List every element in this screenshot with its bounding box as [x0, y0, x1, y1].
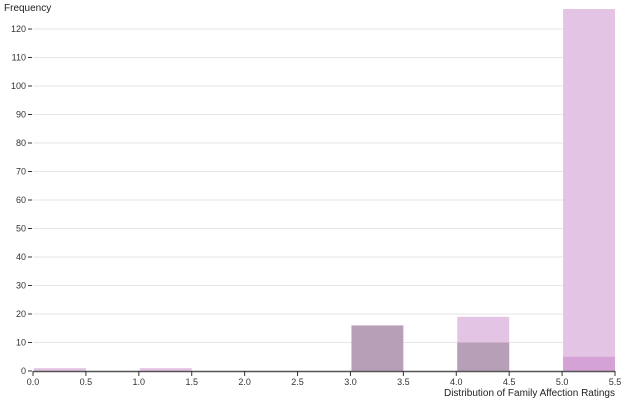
x-tick-label: 2.0: [238, 377, 251, 387]
y-tick-label: 70: [16, 167, 26, 177]
x-tick-label: 5.5: [609, 377, 622, 387]
x-tick-label: 3.5: [397, 377, 410, 387]
y-tick-label: 60: [16, 195, 26, 205]
x-tick-label: 1.5: [185, 377, 198, 387]
gridlines: [33, 28, 615, 343]
x-axis-label: Distribution of Family Affection Ratings: [444, 388, 615, 399]
histogram-bar: [563, 9, 615, 372]
x-tick-label: 0.0: [27, 377, 40, 387]
x-tick-label: 5.0: [556, 377, 569, 387]
x-tick-label: 3.0: [344, 377, 357, 387]
y-tick-label: 40: [16, 252, 26, 262]
y-tick-label: 100: [11, 81, 26, 91]
y-axis-label: Frequency: [4, 3, 51, 14]
histogram-bar: [457, 342, 510, 371]
x-tick-label: 2.5: [291, 377, 304, 387]
histogram-bar: [351, 325, 404, 371]
y-tick-label: 120: [11, 24, 26, 34]
y-tick-label: 110: [12, 53, 26, 63]
x-axis: 0.0 0.5 1.0 1.5 2.0 2.5 3.0 3.5 4.0 4.5 5.0 5.5: [27, 370, 622, 387]
x-tick-label: 4.5: [503, 377, 516, 387]
histogram-bar: [34, 368, 86, 371]
y-tick-label: 80: [16, 138, 26, 148]
y-tick-label: 20: [16, 309, 26, 319]
y-tick-label: 50: [16, 224, 26, 234]
bars: [34, 9, 615, 372]
histogram-bar: [563, 356, 615, 371]
y-tick-label: 30: [16, 281, 26, 291]
x-tick-label: 0.5: [80, 377, 93, 387]
x-tick-label: 1.0: [133, 377, 146, 387]
x-tick-label: 4.0: [450, 377, 463, 387]
y-axis: 0 10 20 30 40 50 60 70 80 90 100 110 120: [11, 24, 32, 376]
y-tick-label: 0: [21, 366, 26, 376]
y-tick-label: 90: [16, 110, 26, 120]
histogram-bar: [139, 368, 192, 371]
y-tick-label: 10: [16, 338, 26, 348]
